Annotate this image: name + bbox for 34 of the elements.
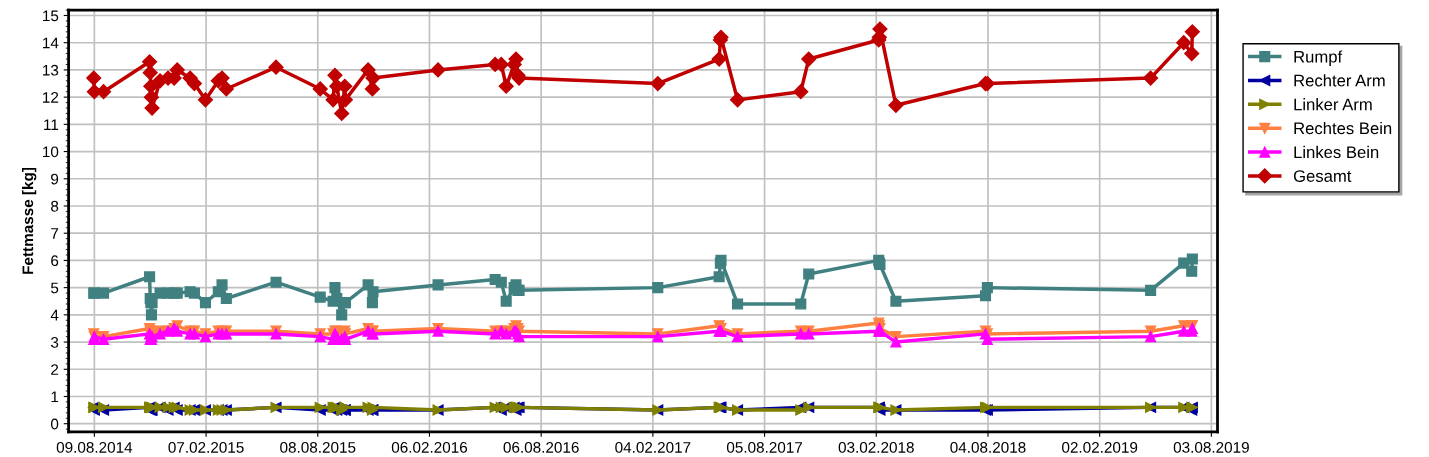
x-tick-label: 02.02.2019 [1062,441,1138,453]
y-tick-label: 9 [51,173,59,185]
legend-label: Rechtes Bein [1294,121,1392,135]
y-tick-label: 7 [51,228,59,239]
y-tick-label: 11 [44,119,59,130]
y-tick-label: 2 [51,364,59,375]
y-tick-label: 6 [51,255,59,267]
y-tick-label: 14 [43,37,59,49]
y-tick-label: 10 [43,146,59,158]
legend-label: Rumpf [1294,50,1343,66]
legend-label: Rechter Arm [1294,74,1385,87]
y-tick-label: 12 [43,92,59,103]
y-tick-label: 5 [50,282,59,294]
x-tick-label: 03.02.2018 [838,441,914,453]
x-tick-label: 08.08.2015 [280,441,356,453]
x-tick-label: 04.08.2018 [950,441,1026,453]
x-tick-label: 07.02.2015 [168,441,244,453]
legend-label: Linkes Bein [1294,145,1379,159]
y-tick-label: 0 [50,418,59,430]
y-tick-label: 15 [43,10,59,22]
x-tick-label: 04.02.2017 [615,441,691,453]
x-tick-label: 09.08.2014 [56,441,133,453]
legend-label: Gesamt [1293,170,1352,182]
y-tick-label: 8 [51,200,59,212]
y-tick-label: 3 [50,336,59,348]
y-tick-label: 13 [43,64,59,76]
x-tick-label: 06.02.2016 [391,441,468,453]
x-tick-label: 05.08.2017 [726,441,803,453]
x-tick-label: 06.08.2016 [503,441,579,453]
y-tick-label: 1 [51,391,59,403]
legend-label: Linker Arm [1294,98,1372,111]
y-axis-title: Fettmasse [kg] [22,167,37,274]
x-tick-label: 03.08.2019 [1173,441,1249,453]
y-tick-label: 4 [50,309,59,321]
